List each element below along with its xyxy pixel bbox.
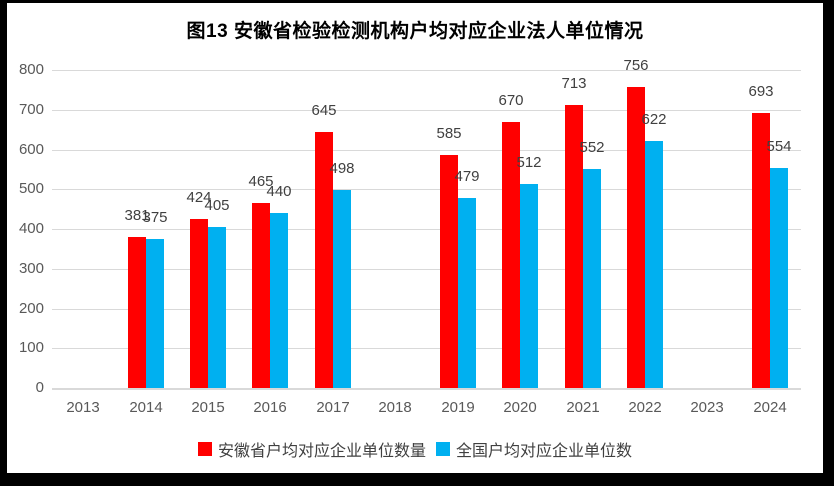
bar-national-2021 xyxy=(583,169,601,388)
bar-value-label: 512 xyxy=(516,154,542,171)
legend: 安徽省户均对应企业单位数量 全国户均对应企业单位数 xyxy=(7,437,823,461)
bar-value-label: 375 xyxy=(142,209,168,226)
x-axis-line xyxy=(52,388,801,390)
x-tick-label: 2018 xyxy=(378,399,412,416)
bar-national-2015 xyxy=(208,227,226,388)
bar-national-2017 xyxy=(333,190,351,388)
bar-value-label: 622 xyxy=(641,111,667,128)
bar-anhui-2016 xyxy=(252,203,270,388)
gridline xyxy=(52,229,801,230)
bar-anhui-2022 xyxy=(627,87,645,388)
gridline xyxy=(52,189,801,190)
legend-item-national: 全国户均对应企业单位数 xyxy=(436,437,632,461)
bar-national-2022 xyxy=(645,141,663,388)
bar-value-label: 713 xyxy=(561,75,587,92)
x-tick-label: 2017 xyxy=(316,399,350,416)
gridline xyxy=(52,70,801,71)
legend-label-anhui: 安徽省户均对应企业单位数量 xyxy=(217,443,426,460)
x-tick-label: 2023 xyxy=(690,399,724,416)
y-tick-label: 100 xyxy=(18,339,44,356)
x-tick-label: 2015 xyxy=(191,399,225,416)
legend-label-national: 全国户均对应企业单位数 xyxy=(456,443,633,460)
bar-value-label: 405 xyxy=(204,197,230,214)
bar-value-label: 756 xyxy=(623,57,649,74)
y-tick-label: 800 xyxy=(18,61,44,78)
gridline xyxy=(52,348,801,349)
bar-national-2014 xyxy=(146,239,164,388)
x-tick-label: 2019 xyxy=(441,399,475,416)
bar-anhui-2017 xyxy=(315,132,333,388)
bar-value-label: 440 xyxy=(266,183,292,200)
bar-value-label: 554 xyxy=(766,138,792,155)
y-tick-label: 200 xyxy=(18,300,44,317)
x-tick-label: 2024 xyxy=(753,399,787,416)
y-tick-label: 300 xyxy=(18,260,44,277)
gridline xyxy=(52,309,801,310)
bar-value-label: 498 xyxy=(329,160,355,177)
y-tick-label: 500 xyxy=(18,180,44,197)
y-tick-label: 700 xyxy=(18,101,44,118)
x-tick-label: 2021 xyxy=(566,399,600,416)
bar-value-label: 479 xyxy=(454,168,480,185)
bar-anhui-2015 xyxy=(190,219,208,388)
x-tick-label: 2022 xyxy=(628,399,662,416)
gridline xyxy=(52,150,801,151)
bar-national-2019 xyxy=(458,198,476,388)
bar-value-label: 465 xyxy=(248,173,274,190)
bar-anhui-2024 xyxy=(752,113,770,388)
bar-national-2024 xyxy=(770,168,788,388)
x-tick-label: 2016 xyxy=(253,399,287,416)
bar-anhui-2020 xyxy=(502,122,520,388)
y-tick-label: 0 xyxy=(35,379,44,396)
bar-value-label: 693 xyxy=(748,83,774,100)
bar-anhui-2014 xyxy=(128,237,146,388)
x-tick-label: 2014 xyxy=(129,399,163,416)
legend-swatch-red-icon xyxy=(197,442,212,456)
legend-item-anhui: 安徽省户均对应企业单位数量 xyxy=(197,437,426,461)
bar-anhui-2019 xyxy=(440,155,458,388)
bar-value-label: 381 xyxy=(124,207,150,224)
x-tick-label: 2013 xyxy=(66,399,100,416)
bar-national-2020 xyxy=(520,184,538,388)
bar-value-label: 670 xyxy=(498,92,524,109)
y-tick-label: 400 xyxy=(18,220,44,237)
bar-value-label: 552 xyxy=(579,139,605,156)
x-tick-label: 2020 xyxy=(503,399,537,416)
bar-value-label: 585 xyxy=(436,125,462,142)
bar-anhui-2021 xyxy=(565,105,583,388)
bar-value-label: 424 xyxy=(186,189,212,206)
legend-swatch-blue-icon xyxy=(436,442,450,456)
chart-title: 图13 安徽省检验检测机构户均对应企业法人单位情况 xyxy=(186,21,644,42)
y-tick-label: 600 xyxy=(18,141,44,158)
bar-value-label: 645 xyxy=(311,102,337,119)
bar-national-2016 xyxy=(270,213,288,388)
gridline xyxy=(52,110,801,111)
gridline xyxy=(52,269,801,270)
